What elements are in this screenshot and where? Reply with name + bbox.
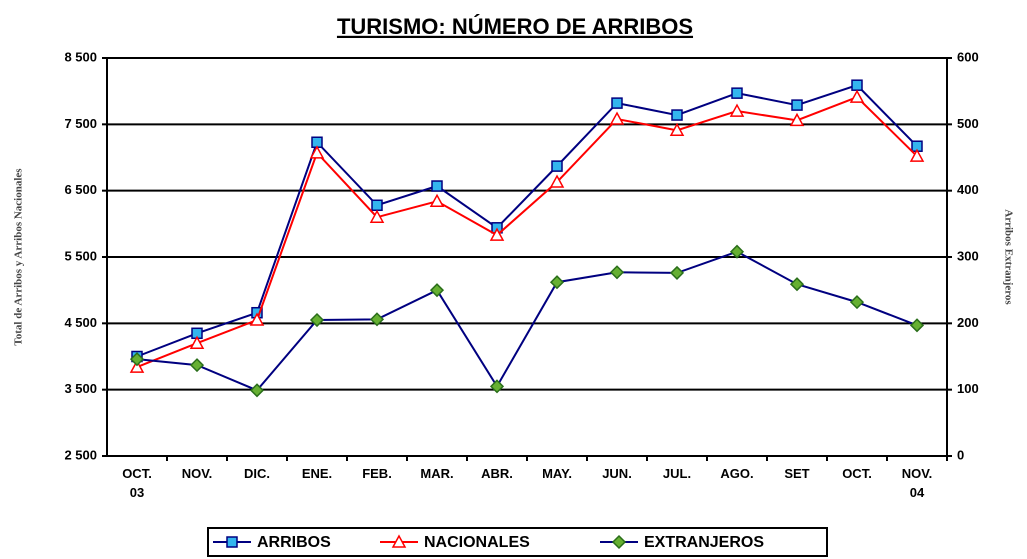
marker <box>669 122 685 137</box>
marker <box>851 79 863 91</box>
y2-axis-label: Arribos Extranjeros <box>1002 209 1014 305</box>
marker <box>369 209 385 223</box>
marker <box>489 227 505 241</box>
marker <box>249 312 265 326</box>
marker <box>671 109 683 121</box>
y-tick-label: 2 500 <box>64 447 97 462</box>
y-tick-label: 3 500 <box>64 381 97 396</box>
y2-tick-label: 600 <box>957 49 979 64</box>
legend-label: ARRIBOS <box>257 534 331 551</box>
y2-tick-label: 500 <box>957 116 979 131</box>
x-tick-label: AGO. <box>720 466 754 481</box>
marker <box>789 277 805 292</box>
y-tick-label: 5 500 <box>64 248 97 263</box>
marker <box>849 295 865 310</box>
y2-tick-label: 300 <box>957 248 979 263</box>
marker <box>309 312 325 328</box>
x-tick-label: MAR. <box>420 466 454 481</box>
marker <box>129 352 145 367</box>
legend-marker <box>391 534 407 548</box>
marker <box>189 335 205 349</box>
marker <box>609 111 625 125</box>
marker <box>849 89 865 103</box>
marker <box>789 112 805 127</box>
y-axis-label: Total de Arribos y Arribos Nacionales <box>13 168 25 346</box>
legend-marker <box>226 536 238 548</box>
marker <box>791 99 803 111</box>
x-tick-label: OCT. 03 <box>122 466 152 500</box>
x-tick-label: JUL. <box>662 466 692 481</box>
marker <box>611 97 623 109</box>
chart-title: TURISMO: NÚMERO DE ARRIBOS <box>337 14 693 39</box>
x-tick-label: MAY. <box>542 466 572 481</box>
y-tick-label: 6 500 <box>64 182 97 197</box>
marker <box>609 265 625 280</box>
marker <box>731 87 743 99</box>
marker <box>549 275 565 290</box>
legend-label: EXTRANJEROS <box>644 534 764 551</box>
marker <box>431 180 443 192</box>
y-tick-label: 4 500 <box>64 315 97 330</box>
y2-tick-label: 100 <box>957 381 979 396</box>
marker <box>371 199 383 212</box>
marker <box>909 148 925 162</box>
marker <box>369 312 385 327</box>
x-tick-label: SET <box>784 466 810 481</box>
legend-label: NACIONALES <box>424 534 530 551</box>
marker <box>429 193 445 208</box>
marker <box>551 160 563 172</box>
x-tick-label: NOV. 04 <box>901 466 933 500</box>
y2-tick-label: 200 <box>957 315 979 330</box>
marker <box>489 379 505 394</box>
y2-tick-label: 400 <box>957 182 979 197</box>
x-tick-label: ENE. <box>301 466 333 481</box>
y2-tick-label: 0 <box>957 447 964 462</box>
series-line <box>136 250 918 392</box>
x-tick-label: FEB. <box>362 466 392 481</box>
legend-marker <box>611 534 627 550</box>
x-tick-label: JUN. <box>602 466 632 481</box>
marker <box>429 283 445 298</box>
marker <box>669 265 685 280</box>
marker <box>549 174 565 188</box>
x-tick-label: OCT. <box>842 466 872 481</box>
legend-box <box>207 527 828 557</box>
series-line <box>136 95 918 369</box>
marker <box>189 358 205 373</box>
marker <box>309 145 325 159</box>
x-tick-label: NOV. <box>181 466 213 481</box>
marker <box>729 103 745 117</box>
marker <box>729 244 745 259</box>
y-tick-label: 7 500 <box>64 116 97 131</box>
marker <box>249 383 265 398</box>
marker <box>909 318 925 333</box>
x-tick-label: DIC. <box>244 466 270 481</box>
x-tick-label: ABR. <box>481 466 513 481</box>
series-line <box>136 84 918 358</box>
marker <box>129 359 145 373</box>
y-tick-label: 8 500 <box>64 49 97 64</box>
